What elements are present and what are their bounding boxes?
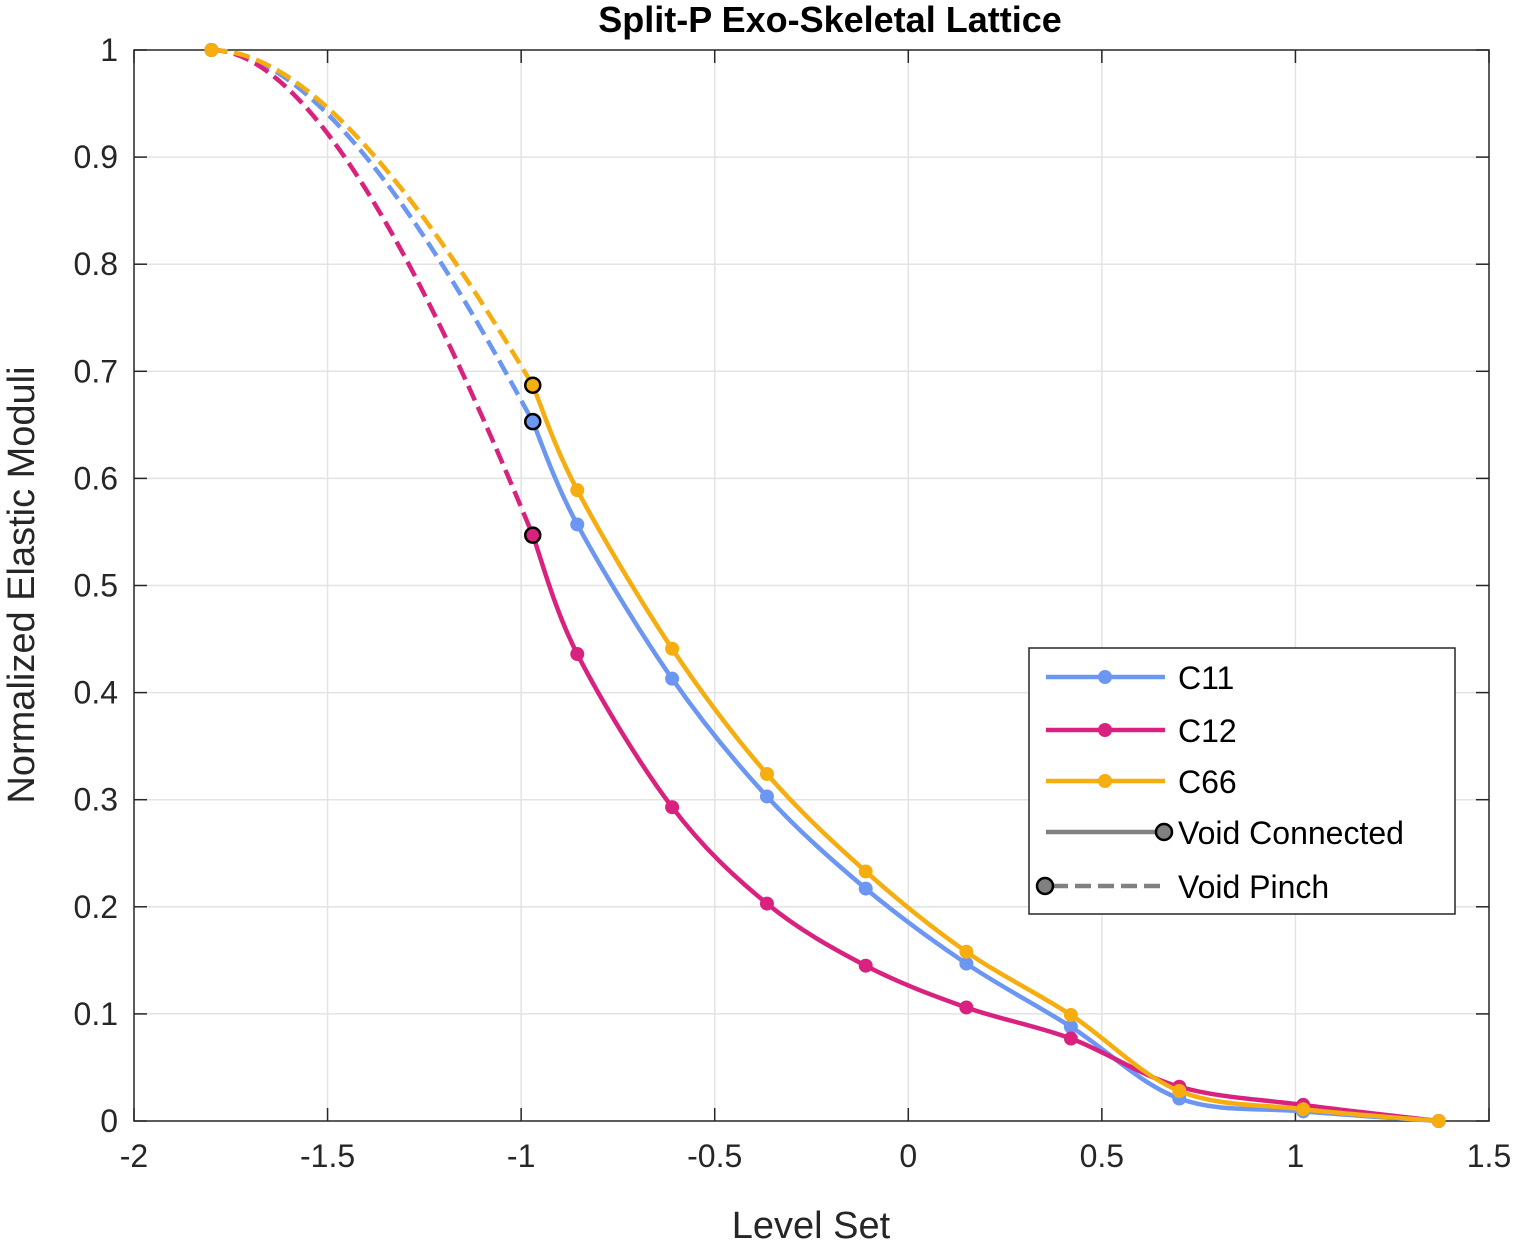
y-tick-label: 0.5	[74, 568, 118, 604]
series-c12-point	[1063, 1031, 1078, 1046]
legend-entry-c11: C11	[1046, 660, 1234, 696]
y-tick-label: 0.4	[74, 675, 118, 711]
series-c11-pinch-line	[211, 47, 535, 423]
series-c66-point	[1296, 1102, 1311, 1117]
legend-entry-c66: C66	[1046, 764, 1237, 800]
legend-entry-c12: C12	[1046, 713, 1237, 749]
chart-title: Split-P Exo-Skeletal Lattice	[598, 0, 1061, 40]
x-tick-labels: -2 -1.5 -1 -0.5 0 0.5 1 1.5	[120, 1138, 1511, 1174]
series-c11-point	[959, 956, 974, 971]
series-c12-point	[570, 647, 585, 662]
series-c66-point	[1431, 1114, 1446, 1128]
series-c12-point	[858, 958, 873, 973]
x-tick-label: 1.5	[1467, 1138, 1511, 1174]
series-c11-point	[665, 671, 680, 686]
series-c66-transition-point	[524, 376, 542, 394]
x-tick-label: 0	[899, 1138, 917, 1174]
series-c12-point	[959, 1000, 974, 1015]
x-axis-label: Level Set	[732, 1205, 891, 1244]
x-tick-label: -0.5	[687, 1138, 742, 1174]
legend-label-void-pinch: Void Pinch	[1178, 869, 1329, 905]
series-c12-point	[665, 800, 680, 815]
series-c12-transition-point	[524, 526, 542, 544]
series-c66-point	[759, 766, 774, 781]
x-tick-label: -1.5	[300, 1138, 355, 1174]
y-tick-label: 0.8	[74, 246, 118, 282]
x-tick-label: 0.5	[1080, 1138, 1124, 1174]
series-c66-point	[204, 43, 219, 57]
series-c12-pinch-line	[211, 47, 535, 537]
legend-label-c12: C12	[1178, 713, 1237, 749]
series-c66-point	[959, 944, 974, 959]
series-c66-point	[1063, 1007, 1078, 1022]
legend-marker-c11	[1098, 670, 1112, 684]
y-tick-label: 0	[100, 1103, 118, 1139]
y-tick-label: 0.7	[74, 353, 118, 389]
series-c11-connected-line	[530, 420, 1439, 1124]
series-c66-connected-line	[530, 384, 1439, 1124]
x-tick-label: 1	[1287, 1138, 1305, 1174]
series-c66	[204, 43, 1446, 1128]
series-c12-point	[759, 896, 774, 911]
y-tick-label: 0.2	[74, 889, 118, 925]
legend-label-c11: C11	[1178, 660, 1234, 696]
legend-entry-void-pinch: Void Pinch	[1035, 869, 1329, 905]
series-c11-point	[759, 789, 774, 804]
series-c11-point	[858, 881, 873, 896]
y-tick-label: 0.3	[74, 782, 118, 818]
y-tick-label: 0.6	[74, 460, 118, 496]
series-c11-transition-point	[524, 412, 542, 431]
y-tick-label: 1	[100, 32, 118, 68]
series-c66-point	[1172, 1084, 1187, 1099]
series-c66-pinch-line	[211, 47, 535, 387]
series-c66-point	[858, 864, 873, 879]
x-tick-label: -2	[120, 1138, 148, 1174]
series-c12-connected-line	[530, 534, 1439, 1124]
series-c66-point	[665, 641, 680, 656]
y-tick-label: 0.1	[74, 996, 118, 1032]
legend-marker-c12	[1098, 723, 1112, 737]
x-tick-label: -1	[507, 1138, 535, 1174]
legend-label-c66: C66	[1178, 764, 1237, 800]
legend-marker-c66	[1098, 774, 1112, 788]
y-tick-labels: 0 0.1 0.2 0.3 0.4 0.5 0.6 0.7 0.8 0.9 1	[74, 32, 118, 1139]
axis-ticks	[133, 49, 1490, 1122]
legend-marker-void-connected	[1154, 822, 1174, 842]
grid	[134, 50, 1489, 1121]
legend: C11 C12 C66 Void Connected Void Pinch	[1028, 647, 1456, 915]
series-c11-point	[1063, 1019, 1078, 1034]
series-c66-point	[570, 483, 585, 498]
y-axis-label: Normalized Elastic Moduli	[1, 366, 43, 803]
legend-label-void-connected: Void Connected	[1178, 815, 1404, 851]
legend-entry-void-connected: Void Connected	[1046, 815, 1404, 851]
legend-marker-void-pinch	[1035, 876, 1055, 896]
y-tick-label: 0.9	[74, 139, 118, 175]
series-c11-point	[570, 517, 585, 532]
series-group	[204, 43, 1446, 1128]
